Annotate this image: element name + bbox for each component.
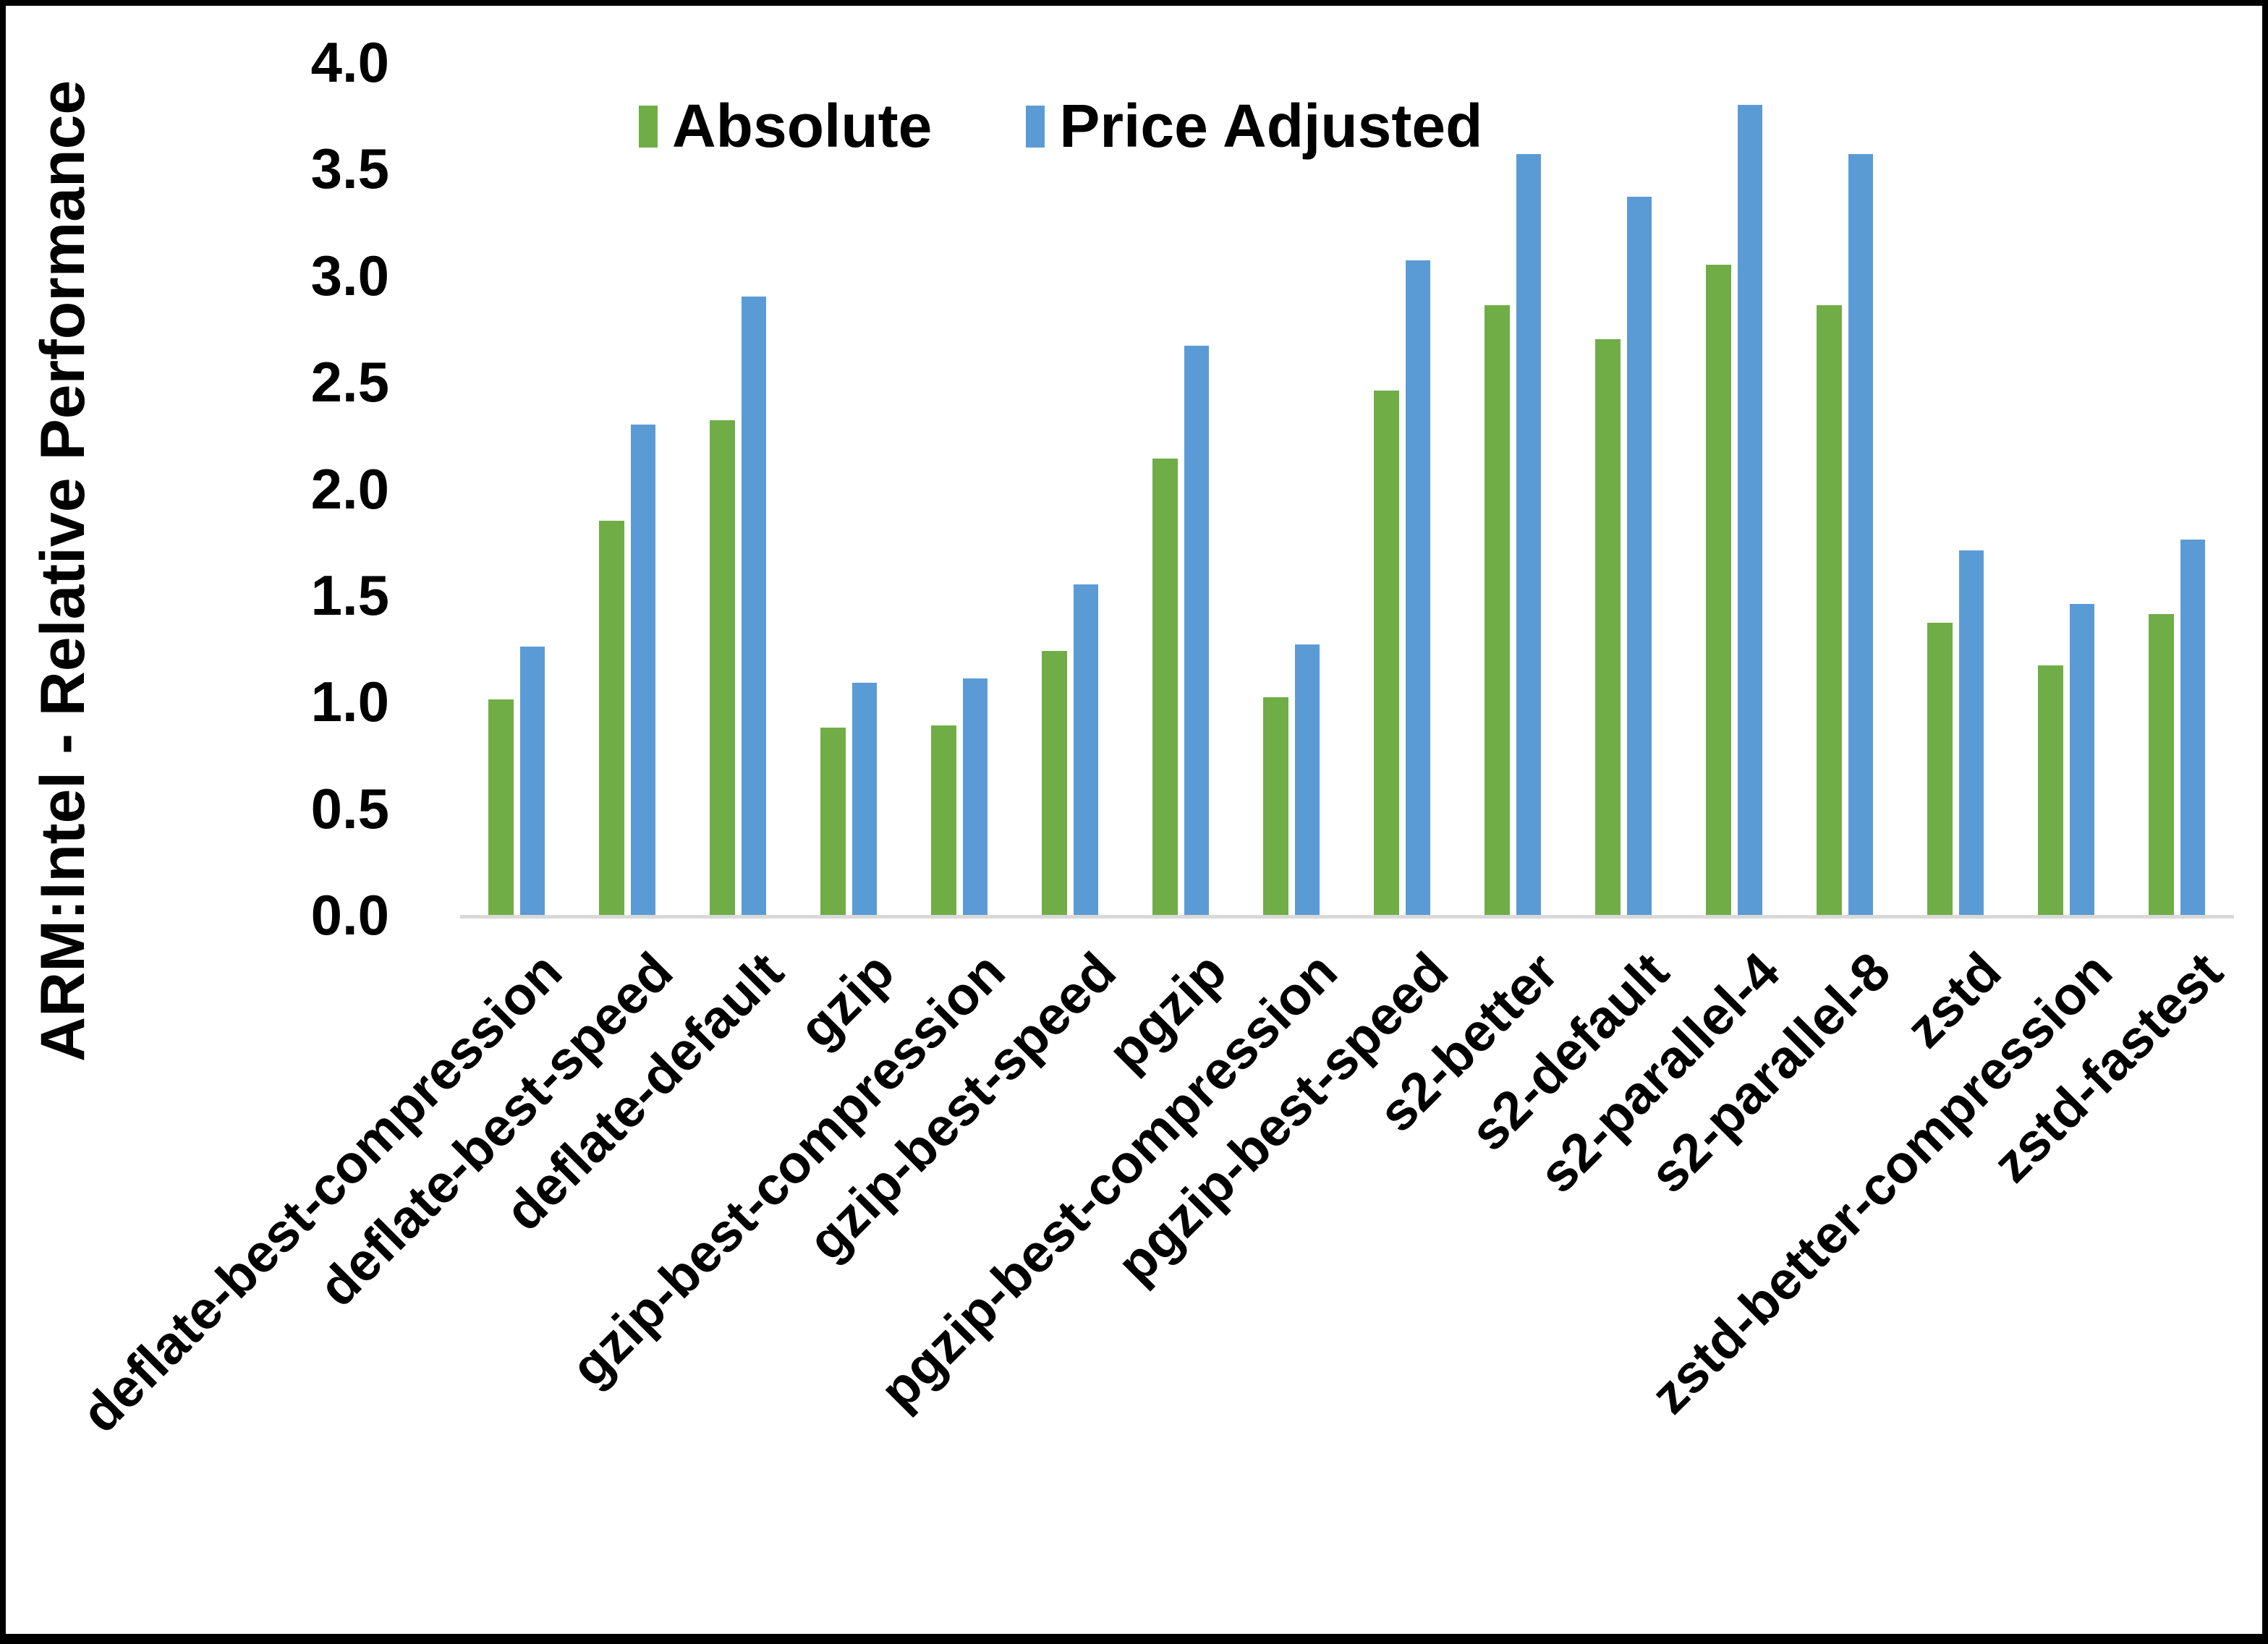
x-category-label: deflate-best-compression — [70, 940, 574, 1444]
y-axis-title: ARM:Intel - Relative Performance — [28, 80, 98, 1062]
legend-swatch-absolute — [639, 105, 658, 148]
y-tick-label: 1.0 — [310, 670, 389, 734]
y-tick-label: 2.5 — [310, 350, 389, 414]
bar-absolute — [1152, 459, 1178, 915]
bar-price-adjusted — [519, 646, 545, 915]
bar-absolute — [1263, 697, 1288, 915]
y-tick-label: 1.5 — [310, 563, 389, 627]
bar-absolute — [1927, 623, 1953, 915]
legend-label-price-adjusted: Price Adjusted — [1059, 92, 1483, 160]
bar-price-adjusted — [2069, 603, 2094, 915]
bar-price-adjusted — [1294, 644, 1320, 915]
bar-absolute — [599, 520, 624, 915]
y-tick-label: 0.5 — [310, 776, 389, 840]
bar-absolute — [710, 420, 735, 915]
legend: Absolute Price Adjusted — [639, 91, 1576, 161]
bar-price-adjusted — [1184, 346, 1209, 915]
legend-swatch-price-adjusted — [1026, 105, 1045, 148]
bar-absolute — [2149, 614, 2174, 915]
bar-absolute — [1595, 339, 1621, 915]
bar-absolute — [931, 725, 956, 915]
bar-price-adjusted — [1516, 153, 1541, 915]
chart-area: ARM:Intel - Relative Performance Absolut… — [6, 6, 2262, 1634]
bar-price-adjusted — [2180, 540, 2205, 915]
bar-price-adjusted — [1958, 550, 1984, 915]
bar-absolute — [1042, 650, 1067, 915]
bar-price-adjusted — [630, 425, 655, 915]
bar-absolute — [1817, 305, 1842, 915]
bar-price-adjusted — [1405, 260, 1430, 915]
bar-absolute — [1706, 265, 1731, 915]
bar-absolute — [820, 727, 846, 915]
y-tick-label: 0.0 — [310, 883, 389, 947]
bar-price-adjusted — [962, 678, 988, 915]
y-tick-label: 4.0 — [310, 30, 389, 94]
bar-absolute — [1485, 305, 1510, 915]
bar-price-adjusted — [1848, 153, 1873, 915]
x-axis-line — [460, 915, 2234, 919]
y-tick-label: 3.0 — [310, 243, 389, 307]
bar-price-adjusted — [1073, 584, 1098, 915]
bar-absolute — [488, 699, 514, 915]
bar-price-adjusted — [741, 297, 766, 915]
bar-price-adjusted — [1737, 104, 1762, 915]
bar-price-adjusted — [1626, 196, 1652, 915]
bar-absolute — [1374, 390, 1399, 915]
legend-label-absolute: Absolute — [672, 92, 933, 160]
y-tick-label: 2.0 — [310, 456, 389, 521]
y-tick-label: 3.5 — [310, 137, 389, 201]
bar-price-adjusted — [851, 682, 877, 915]
bar-absolute — [2038, 665, 2063, 915]
